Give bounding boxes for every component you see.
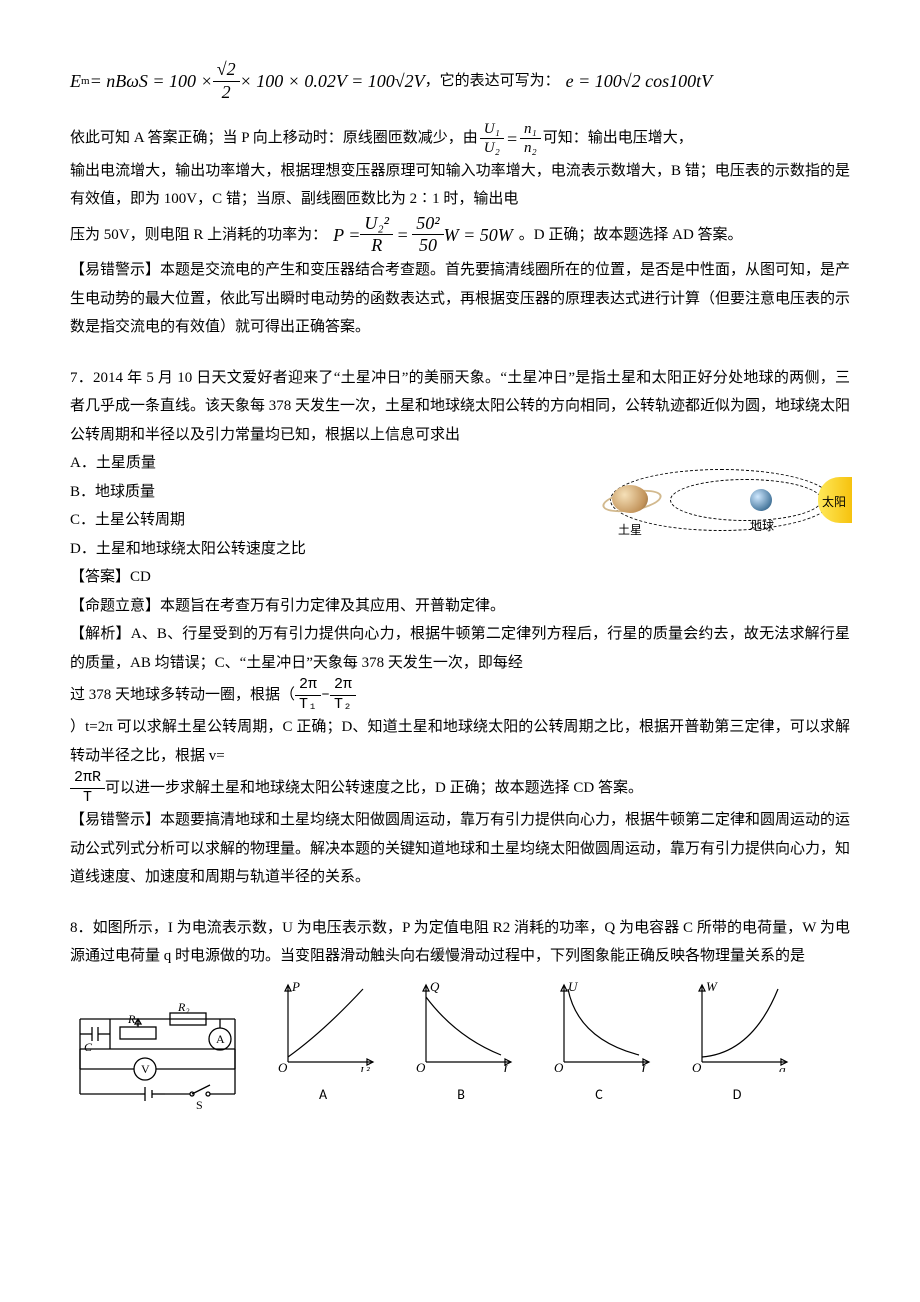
q6-line2b: 可知：输出电压增大，: [543, 124, 693, 153]
v-num: 2πR: [70, 770, 105, 789]
pwr-f2: 50² 50: [412, 214, 443, 257]
curve-C: [568, 989, 639, 1055]
eq1-frac-num: √2: [213, 60, 240, 82]
caption-D: D: [677, 1082, 797, 1109]
graph-D: W q O D: [677, 977, 797, 1109]
q6-line2: 依此可知 A 答案正确；当 P 向上移动时：原线圈匝数减少，由 U₁ U₂ = …: [70, 121, 850, 157]
eq1-sub: m: [81, 71, 90, 92]
t-f1-num: 2π: [295, 677, 321, 696]
t-frac2: 2π T₂: [330, 677, 356, 713]
q7-intent: 【命题立意】本题旨在考查万有引力定律及其应用、开普勒定律。: [70, 592, 850, 621]
q8-stem: 8．如图所示，I 为电流表示数，U 为电压表示数，P 为定值电阻 R2 消耗的功…: [70, 914, 850, 971]
origin-B: O: [416, 1060, 426, 1072]
q7-exp-tail-line: 2πR T 可以进一步求解土星和地球绕太阳公转速度之比，D 正确；故本题选择 C…: [70, 770, 850, 806]
eq1-lhs: E: [70, 64, 81, 98]
label-S: S: [196, 1098, 203, 1109]
pwr-tail: W = 50W: [444, 218, 513, 252]
label-sun: 太阳: [822, 491, 846, 514]
label-C: C: [84, 1040, 93, 1054]
eq1-tail: × 100 × 0.02V = 100√2V: [240, 64, 425, 98]
ylab-B: Q: [430, 979, 440, 994]
graph-A: P I ² O A: [263, 977, 383, 1109]
saturn-diagram: 土星 地球 太阳: [600, 449, 850, 559]
eq1-frac: √2 2: [213, 60, 240, 103]
origin-A: O: [278, 1060, 288, 1072]
circuit-diagram: C R₁ R₂ A V S: [70, 999, 245, 1109]
ratio-n: n₁ n₂: [520, 121, 541, 157]
ylab-A: P: [291, 979, 300, 994]
ylab-D: W: [706, 979, 718, 994]
q7-answer: 【答案】CD: [70, 563, 850, 592]
t-f2-num: 2π: [330, 677, 356, 696]
ratio-n-num: n₁: [520, 121, 541, 140]
graph-B: Q I O B: [401, 977, 521, 1109]
label-V: V: [141, 1062, 150, 1076]
pwr-f2-num: 50²: [412, 214, 443, 236]
graph-C: U I O C: [539, 977, 659, 1109]
label-R1: R₁: [127, 1012, 140, 1026]
q7-block: 7．2014 年 5 月 10 日天文爱好者迎来了“土星冲日”的美丽天象。“土星…: [70, 364, 850, 564]
q6-warning: 【易错警示】本题是交流电的产生和变压器结合考查题。首先要搞清线圈所在的位置，是否…: [70, 256, 850, 342]
q6-line4a: 压为 50V，则电阻 R 上消耗的功率为：: [70, 221, 327, 250]
xlab-B: I: [502, 1062, 508, 1072]
label-A: A: [216, 1032, 225, 1046]
q6-eq1-line: Em = nBωS = 100 × √2 2 × 100 × 0.02V = 1…: [70, 60, 850, 103]
saturn-icon: [612, 485, 648, 513]
xlab-A: I ²: [359, 1065, 370, 1072]
q6-eq2: e = 100√2 cos100tV: [566, 64, 713, 98]
label-saturn: 土星: [618, 519, 642, 542]
q7-exp-tail: 可以进一步求解土星和地球绕太阳公转速度之比，D 正确；故本题选择 CD 答案。: [105, 774, 643, 803]
v-frac: 2πR T: [70, 770, 105, 806]
curve-D: [702, 989, 778, 1057]
t-minus: –: [321, 681, 330, 710]
q7-warning: 【易错警示】本题要搞清地球和土星均绕太阳做圆周运动，靠万有引力提供向心力，根据牛…: [70, 806, 850, 892]
eq1-after: ，它的表达可写为：: [425, 67, 560, 96]
pwr-f1-num: U₂²: [360, 214, 393, 236]
eq1-mid: = nBωS = 100 ×: [90, 64, 213, 98]
q6-power-formula: P = U₂² R = 50² 50 W = 50W: [333, 214, 513, 257]
label-earth: 地球: [750, 515, 774, 538]
q6-line4: 压为 50V，则电阻 R 上消耗的功率为： P = U₂² R = 50² 50…: [70, 214, 850, 257]
xlab-C: I: [640, 1062, 646, 1072]
t-f2-den: T₂: [330, 696, 356, 714]
t-f1-den: T₁: [295, 696, 321, 714]
q6-eq1-formula: Em = nBωS = 100 × √2 2 × 100 × 0.02V = 1…: [70, 60, 425, 103]
v-den: T: [79, 789, 96, 807]
pwr-lhs: P =: [333, 218, 360, 252]
curve-A: [288, 989, 363, 1057]
ratio-u-den: U₂: [480, 139, 504, 157]
q7-stem: 7．2014 年 5 月 10 日天文爱好者迎来了“土星冲日”的美丽天象。“土星…: [70, 364, 850, 450]
ylab-C: U: [568, 979, 579, 994]
pwr-f1-den: R: [367, 235, 386, 256]
caption-A: A: [263, 1082, 383, 1109]
q6-line3: 输出电流增大，输出功率增大，根据理想变压器原理可知输入功率增大，电流表示数增大，…: [70, 157, 850, 214]
pwr-f2-den: 50: [415, 235, 441, 256]
ratio-u-num: U₁: [480, 121, 504, 140]
origin-C: O: [554, 1060, 564, 1072]
origin-D: O: [692, 1060, 702, 1072]
q7-exp1: 【解析】A、B、行星受到的万有引力提供向心力，根据牛顿第二定律列方程后，行星的质…: [70, 620, 850, 677]
curve-B: [426, 997, 501, 1055]
q8-figures-row: C R₁ R₂ A V S: [70, 977, 850, 1109]
ratio-eq: =: [506, 122, 518, 156]
ratio-n-den: n₂: [520, 139, 541, 157]
pwr-f1: U₂² R: [360, 214, 393, 257]
caption-C: C: [539, 1082, 659, 1109]
inner-orbit: [670, 479, 822, 521]
t-frac1: 2π T₁: [295, 677, 321, 713]
ratio-u: U₁ U₂: [480, 121, 504, 157]
label-R2: R₂: [177, 1000, 190, 1014]
q7-exp-mid-b: ）t=2π 可以求解土星公转周期，C 正确；D、知道土星和地球绕太阳的公转周期之…: [70, 713, 850, 770]
q6-line2a: 依此可知 A 答案正确；当 P 向上移动时：原线圈匝数减少，由: [70, 124, 478, 153]
eq1-frac-den: 2: [218, 82, 235, 103]
q7-exp-mid: 过 378 天地球多转动一圈，根据（ 2π T₁ – 2π T₂ ）t=2π 可…: [70, 677, 850, 770]
q7-exp-mid-a: 过 378 天地球多转动一圈，根据（: [70, 681, 295, 710]
q6-line4b: 。D 正确；故本题选择 AD 答案。: [519, 221, 743, 250]
xlab-D: q: [779, 1062, 786, 1072]
caption-B: B: [401, 1082, 521, 1109]
